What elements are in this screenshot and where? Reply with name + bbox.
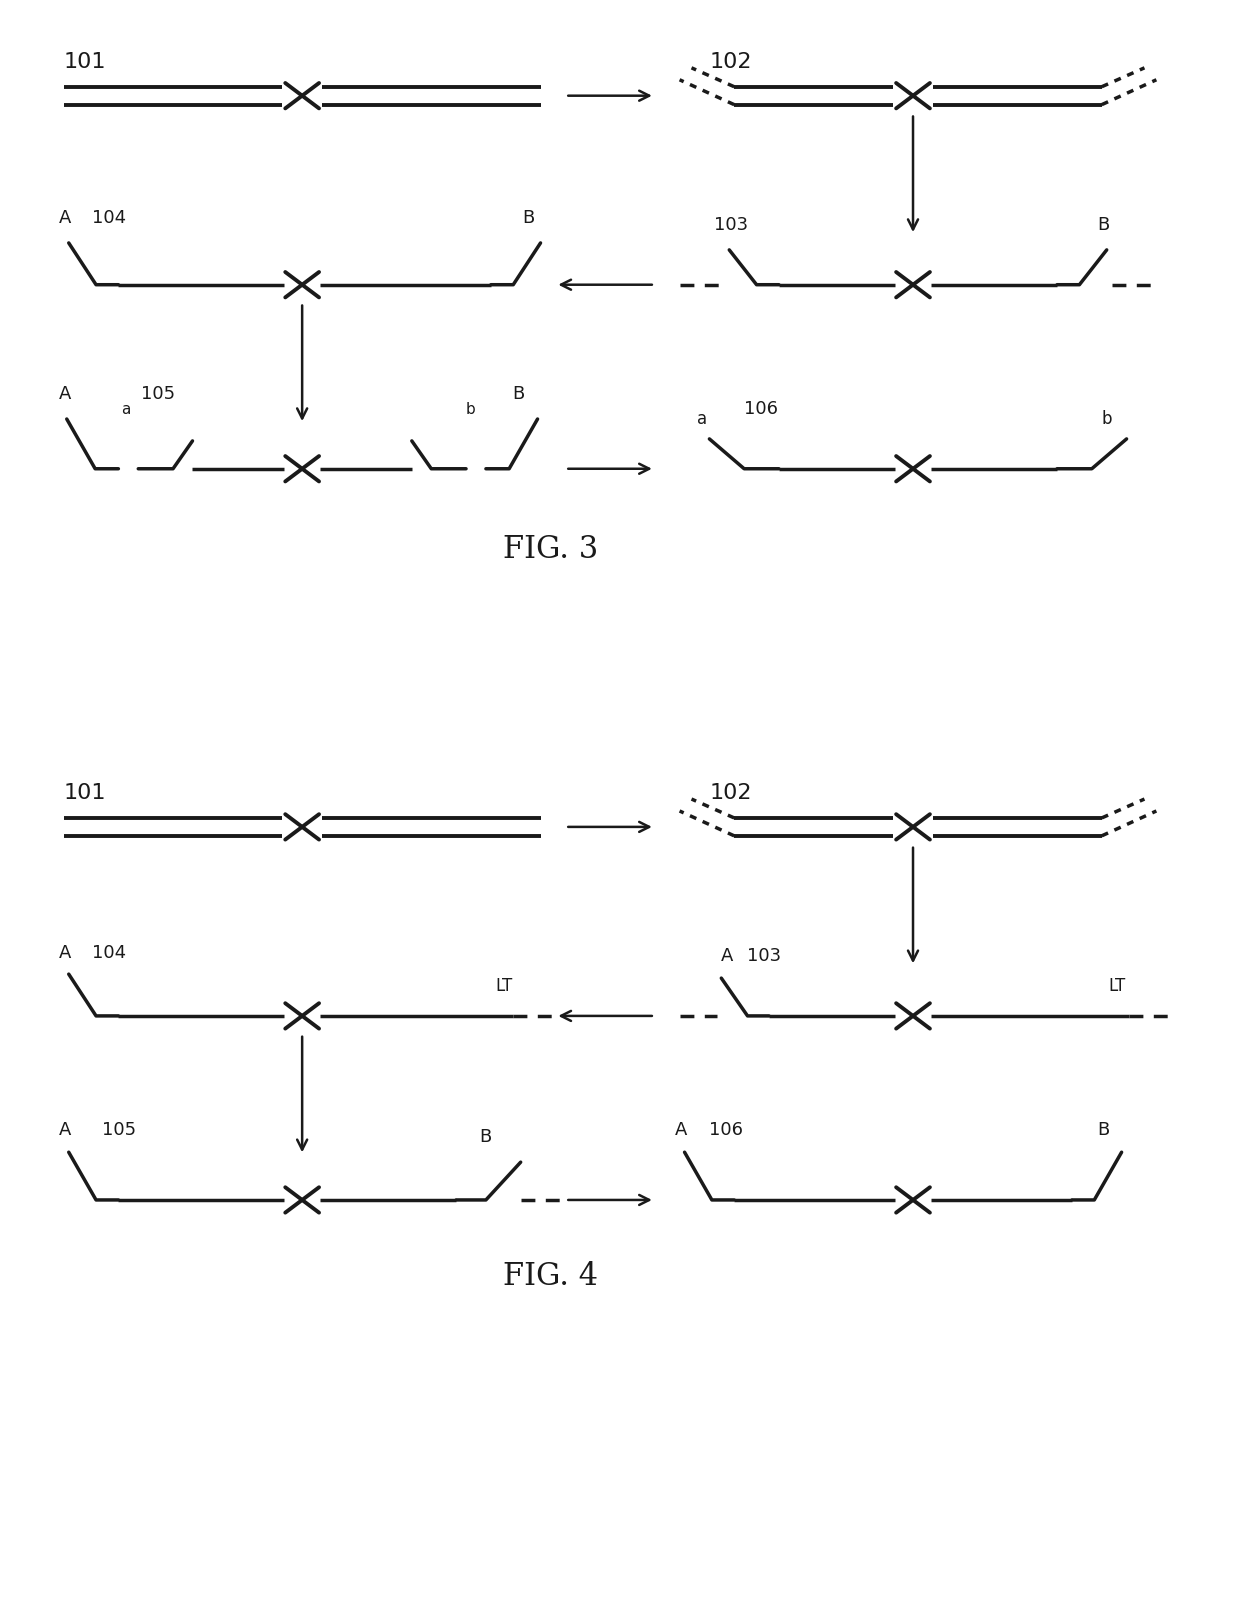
- Text: 102: 102: [709, 783, 751, 803]
- Text: LT: LT: [1109, 977, 1126, 995]
- Text: b: b: [466, 401, 476, 418]
- Text: A: A: [722, 948, 734, 966]
- Text: B: B: [522, 210, 534, 227]
- Text: B: B: [512, 385, 525, 403]
- Text: b: b: [1102, 409, 1112, 427]
- Text: A: A: [58, 385, 71, 403]
- Text: FIG. 3: FIG. 3: [503, 534, 598, 566]
- Text: A: A: [58, 945, 71, 962]
- Text: 105: 105: [102, 1122, 135, 1140]
- Text: 105: 105: [141, 385, 175, 403]
- Text: 104: 104: [92, 210, 125, 227]
- Text: FIG. 4: FIG. 4: [503, 1261, 598, 1291]
- Text: 103: 103: [748, 948, 781, 966]
- Text: a: a: [122, 401, 130, 418]
- Text: B: B: [1096, 1122, 1109, 1140]
- Text: a: a: [697, 409, 708, 427]
- Text: 106: 106: [709, 1122, 744, 1140]
- Text: A: A: [58, 210, 71, 227]
- Text: B: B: [1096, 216, 1109, 234]
- Text: 104: 104: [92, 945, 125, 962]
- Text: 102: 102: [709, 52, 751, 73]
- Text: B: B: [479, 1128, 491, 1146]
- Text: A: A: [675, 1122, 687, 1140]
- Text: 101: 101: [63, 52, 107, 73]
- Text: 103: 103: [714, 216, 749, 234]
- Text: A: A: [58, 1122, 71, 1140]
- Text: 101: 101: [63, 783, 107, 803]
- Text: 106: 106: [744, 400, 779, 418]
- Text: LT: LT: [496, 977, 513, 995]
